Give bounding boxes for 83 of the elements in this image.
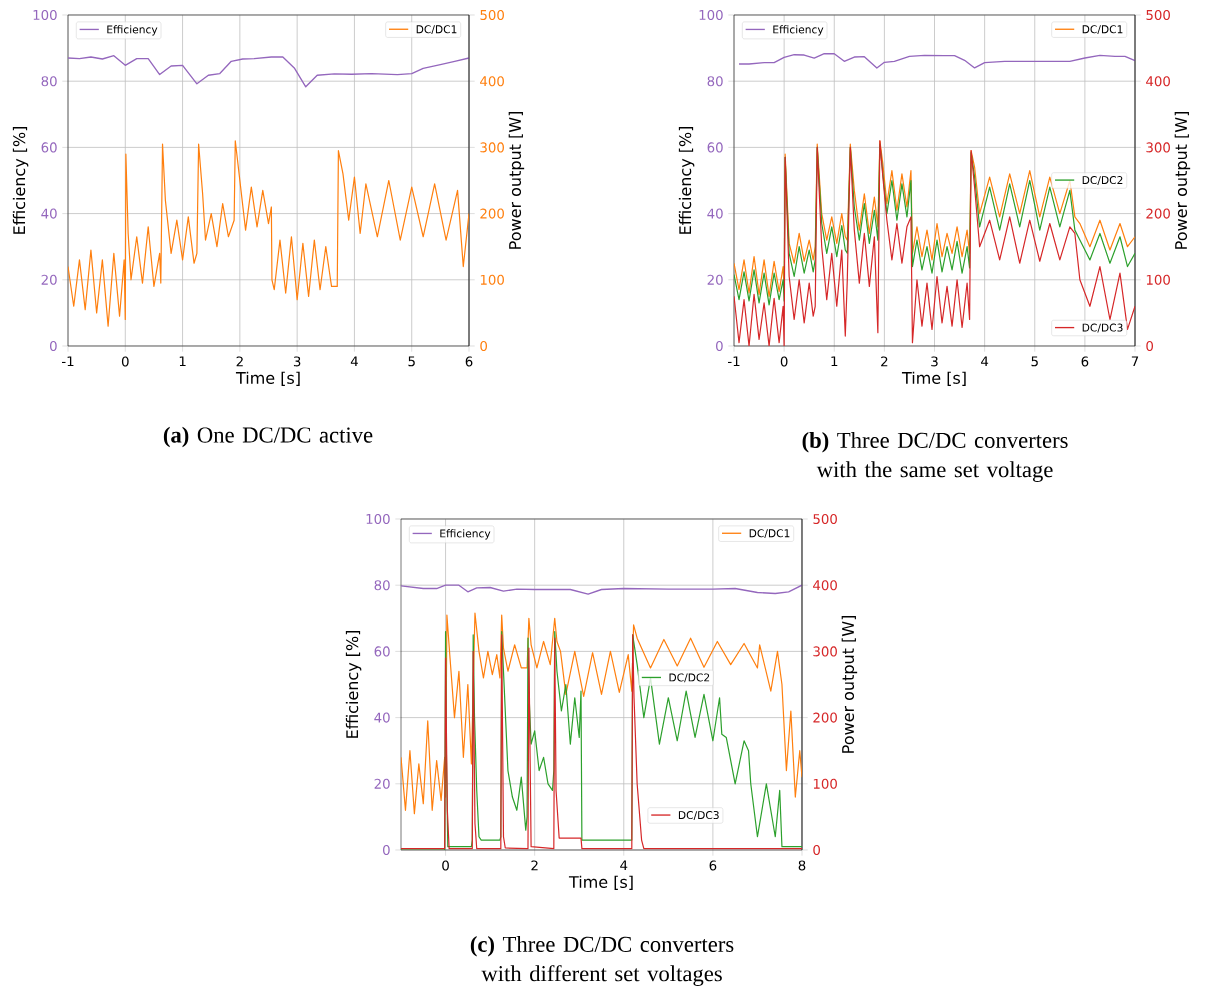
- y2-tick-label: 300: [480, 142, 504, 153]
- y2-tick-label: 500: [480, 9, 504, 21]
- x-tick-label: 6: [709, 860, 717, 871]
- y2-tick-label: 400: [480, 76, 504, 87]
- legend-label: DC/DC1: [416, 25, 457, 35]
- x-tick-label: 0: [121, 356, 129, 367]
- x-tick-label: 2: [236, 356, 243, 367]
- x-tick-label: 6: [465, 356, 473, 367]
- y-tick-label: 100: [33, 9, 57, 21]
- legend-label: Efficiency: [107, 25, 158, 36]
- x-axis-title: Time [s]: [235, 371, 300, 386]
- x-tick-label: 5: [1031, 356, 1038, 367]
- y2-axis-title: Power output [W]: [508, 112, 525, 249]
- x-tick-label: 7: [1131, 356, 1139, 367]
- y-tick-label: 80: [41, 76, 57, 87]
- legend-label: DC/DC3: [678, 811, 719, 820]
- legend-label: DC/DC1: [1082, 25, 1123, 35]
- x-axis-title: Time [s]: [901, 371, 966, 386]
- legend-label: DC/DC1: [749, 529, 790, 539]
- y-tick-label: 20: [374, 778, 390, 789]
- y2-tick-label: 0: [480, 340, 488, 352]
- y2-tick-label: 100: [1146, 274, 1170, 285]
- legend-label: DC/DC2: [669, 673, 710, 683]
- y2-axis-title: Power output [W]: [1174, 112, 1191, 249]
- x-tick-label: 4: [350, 356, 358, 367]
- y2-tick-label: 400: [813, 580, 837, 591]
- y-axis-title: Efficiency [%]: [12, 126, 29, 234]
- x-tick-label: 1: [179, 356, 186, 367]
- legend-label: DC/DC2: [1082, 176, 1123, 185]
- y-axis-title: Efficiency [%]: [678, 126, 695, 234]
- y2-axis-title: Power output [W]: [841, 616, 858, 753]
- y-tick-label: 80: [374, 580, 390, 591]
- y-tick-label: 0: [716, 340, 723, 352]
- y-tick-label: 0: [383, 844, 390, 856]
- x-tick-label: 2: [881, 356, 888, 367]
- x-tick-label: -1: [62, 356, 74, 367]
- y-axis-title: Efficiency [%]: [345, 630, 362, 738]
- line-series: [68, 140, 470, 327]
- y-tick-label: 20: [707, 274, 723, 285]
- x-tick-label: 1: [831, 356, 838, 367]
- y-tick-label: 60: [707, 142, 723, 153]
- x-tick-label: 0: [780, 356, 788, 367]
- x-tick-label: 8: [798, 860, 806, 871]
- y2-tick-label: 0: [1146, 340, 1154, 352]
- legend-label: Efficiency: [773, 25, 824, 36]
- y2-tick-label: 500: [813, 513, 837, 525]
- y2-tick-label: 100: [813, 778, 837, 789]
- y2-tick-label: 0: [813, 844, 821, 856]
- y2-tick-label: 200: [480, 208, 504, 219]
- line-series: [68, 55, 470, 88]
- text: (b) Three DC/DC converters with the same set voltage: [802, 432, 1068, 482]
- y-tick-label: 60: [374, 646, 390, 657]
- y-tick-label: 0: [50, 340, 57, 352]
- y2-tick-label: 200: [813, 712, 837, 723]
- y-tick-label: 40: [374, 712, 390, 723]
- x-tick-label: 4: [620, 860, 628, 871]
- line-series: [734, 140, 1136, 346]
- y2-tick-label: 200: [1146, 208, 1170, 219]
- x-axis-title: Time [s]: [568, 875, 633, 890]
- x-tick-label: 4: [981, 356, 989, 367]
- x-tick-label: 5: [408, 356, 415, 367]
- x-tick-label: -1: [728, 356, 740, 367]
- x-tick-label: 3: [931, 356, 938, 367]
- x-tick-label: 6: [1081, 356, 1089, 367]
- y-tick-label: 20: [41, 274, 57, 285]
- text: (a) One DC/DC active: [163, 426, 373, 448]
- x-tick-label: 3: [293, 356, 301, 367]
- y-tick-label: 100: [366, 513, 390, 525]
- text: (c) Three DC/DC converters with different set voltages: [470, 936, 734, 986]
- y2-tick-label: 500: [1146, 9, 1170, 21]
- y2-tick-label: 300: [813, 646, 837, 657]
- y2-tick-label: 100: [480, 274, 504, 285]
- x-tick-label: 0: [442, 860, 449, 871]
- y-tick-label: 40: [707, 208, 723, 219]
- x-tick-label: 2: [531, 860, 538, 871]
- y2-tick-label: 300: [1146, 142, 1170, 153]
- y-tick-label: 40: [41, 208, 57, 219]
- y-tick-label: 60: [41, 142, 57, 153]
- y-tick-label: 100: [699, 9, 723, 21]
- legend-label: Efficiency: [440, 529, 491, 540]
- y2-tick-label: 400: [1146, 76, 1170, 87]
- legend-label: DC/DC3: [1082, 323, 1123, 333]
- y-tick-label: 80: [707, 76, 723, 87]
